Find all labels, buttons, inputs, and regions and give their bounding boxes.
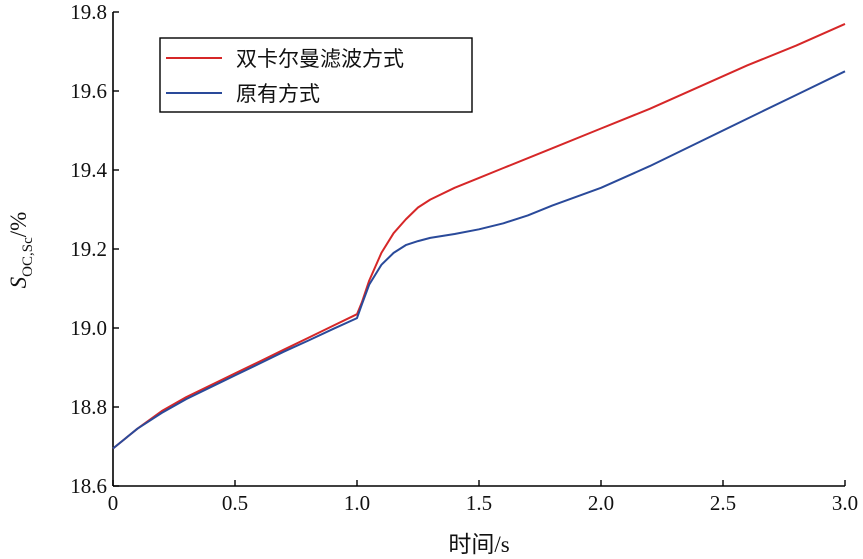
y-axis-label: SOC,Sc/%: [6, 212, 36, 289]
x-tick-label: 0.5: [222, 491, 248, 515]
legend-label-series-2: 原有方式: [236, 82, 320, 106]
x-tick-label: 2.0: [588, 491, 614, 515]
y-tick-label: 19.6: [70, 79, 107, 103]
y-tick-label: 19.0: [70, 316, 107, 340]
x-tick-label: 0: [108, 491, 119, 515]
y-axis-label-main: S: [6, 276, 31, 288]
y-axis-label-suffix: /%: [6, 212, 31, 238]
y-axis-label-sub: OC,Sc: [20, 237, 36, 277]
x-axis-label: 时间/s: [448, 532, 509, 557]
x-ticks: 0 0.5 1.0 1.5 2.0 2.5 3.0: [108, 480, 858, 515]
legend-label-series-1: 双卡尔曼滤波方式: [236, 47, 404, 71]
x-tick-label: 1.0: [344, 491, 370, 515]
y-tick-label: 18.6: [70, 474, 107, 498]
y-tick-label: 19.2: [70, 237, 107, 261]
legend-box: [159, 37, 473, 113]
x-tick-label: 2.5: [710, 491, 736, 515]
x-tick-label: 3.0: [832, 491, 858, 515]
series-line-2: [112, 70, 846, 450]
series-line-1: [112, 22, 846, 450]
x-tick-label: 1.5: [466, 491, 492, 515]
y-ticks: 18.6 18.8 19.0 19.2 19.4 19.6 19.8: [70, 0, 119, 498]
y-tick-label: 19.4: [70, 158, 107, 182]
legend: 双卡尔曼滤波方式 原有方式: [159, 37, 473, 113]
y-tick-label: 18.8: [70, 395, 107, 419]
y-tick-label: 19.8: [70, 0, 107, 24]
svg-text:SOC,Sc/%: SOC,Sc/%: [6, 212, 36, 289]
series-lines: [112, 22, 846, 450]
